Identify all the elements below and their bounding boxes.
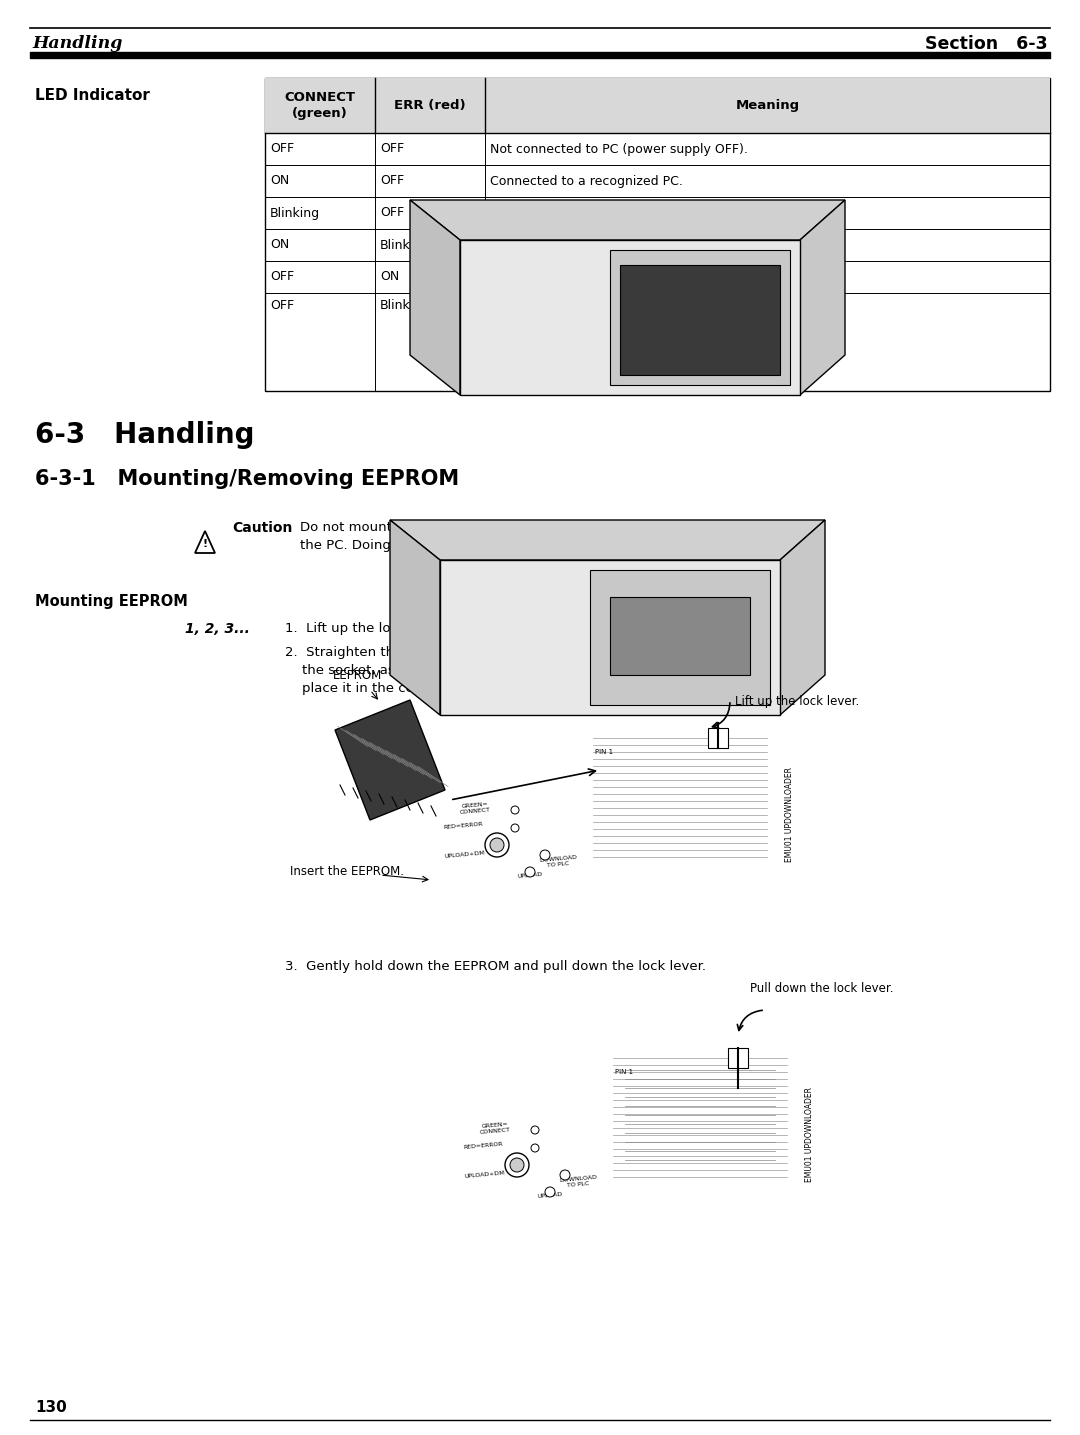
- Text: Handling: Handling: [32, 36, 122, 53]
- Text: Pull down the lock lever.: Pull down the lock lever.: [750, 982, 893, 994]
- Text: One of the following errors has occurred:
An unrecognized PC is connected.
An EE: One of the following errors has occurred…: [490, 298, 798, 387]
- Bar: [265, 77, 1050, 390]
- Text: Blinking: Blinking: [270, 207, 320, 220]
- Text: PIN 1: PIN 1: [615, 1069, 633, 1075]
- Polygon shape: [460, 240, 800, 395]
- Text: Host link communications error, retry by user.: Host link communications error, retry by…: [490, 238, 778, 251]
- Text: Section   6-3: Section 6-3: [926, 34, 1048, 53]
- Circle shape: [490, 838, 504, 852]
- Text: Blinking: Blinking: [380, 238, 430, 251]
- Text: Not connected to PC (power supply OFF).: Not connected to PC (power supply OFF).: [490, 142, 747, 155]
- Polygon shape: [410, 199, 845, 240]
- Bar: [708, 728, 728, 748]
- Text: Connected to a recognized PC.: Connected to a recognized PC.: [490, 175, 683, 188]
- Circle shape: [510, 1158, 524, 1172]
- Text: OFF: OFF: [270, 298, 294, 311]
- Text: Mounting EEPROM: Mounting EEPROM: [35, 594, 188, 608]
- Text: 1.  Lift up the lock lever.: 1. Lift up the lock lever.: [285, 621, 446, 636]
- Circle shape: [545, 1187, 555, 1197]
- Text: PIN 1: PIN 1: [595, 749, 613, 755]
- Text: 6-3   Handling: 6-3 Handling: [35, 420, 255, 449]
- Text: OFF: OFF: [380, 207, 404, 220]
- Polygon shape: [390, 519, 825, 560]
- Text: ON: ON: [380, 271, 400, 284]
- Polygon shape: [620, 265, 780, 375]
- Text: Meaning: Meaning: [735, 99, 799, 112]
- Text: 6-3-1   Mounting/Removing EEPROM: 6-3-1 Mounting/Removing EEPROM: [35, 469, 459, 489]
- Text: OFF: OFF: [270, 142, 294, 155]
- Text: UPLOAD: UPLOAD: [537, 1191, 563, 1198]
- Polygon shape: [390, 519, 440, 715]
- Polygon shape: [335, 700, 445, 819]
- Polygon shape: [780, 519, 825, 715]
- Text: EEPROM: EEPROM: [334, 669, 382, 682]
- Text: Insert the EEPROM.: Insert the EEPROM.: [291, 865, 404, 878]
- Polygon shape: [410, 199, 460, 395]
- Text: !: !: [202, 540, 207, 550]
- Text: RED=ERROR: RED=ERROR: [463, 1142, 503, 1151]
- Text: Caution: Caution: [232, 521, 293, 535]
- Circle shape: [540, 850, 550, 860]
- Text: Uploading/downloading data.: Uploading/downloading data.: [490, 207, 674, 220]
- Text: OFF: OFF: [270, 271, 294, 284]
- Text: Do not mount or remove the EEPROM with the CPM1-EMU01-V1 connected to
the PC. Do: Do not mount or remove the EEPROM with t…: [300, 521, 815, 552]
- Polygon shape: [195, 531, 215, 552]
- Text: UPLOAD+DM: UPLOAD+DM: [445, 851, 486, 860]
- Circle shape: [531, 1144, 539, 1152]
- Text: EMU01 UPDOWNLOADER: EMU01 UPDOWNLOADER: [785, 768, 795, 862]
- Text: LED Indicator: LED Indicator: [35, 88, 150, 103]
- Circle shape: [511, 824, 519, 832]
- Text: OFF: OFF: [380, 175, 404, 188]
- Circle shape: [525, 867, 535, 877]
- Text: GREEN=
CONNECT: GREEN= CONNECT: [480, 1121, 511, 1135]
- Polygon shape: [610, 597, 750, 674]
- Bar: [265, 77, 1050, 133]
- Text: 3.  Gently hold down the EEPROM and pull down the lock lever.: 3. Gently hold down the EEPROM and pull …: [285, 960, 706, 973]
- Text: CONNECT
(green): CONNECT (green): [284, 90, 355, 121]
- Circle shape: [511, 806, 519, 814]
- Polygon shape: [440, 560, 780, 715]
- Text: 2.  Straighten the pins on the EEPROM, line up with the socket and lower into
  : 2. Straighten the pins on the EEPROM, li…: [285, 646, 801, 695]
- Text: 1, 2, 3...: 1, 2, 3...: [185, 621, 249, 636]
- Text: ERR (red): ERR (red): [394, 99, 465, 112]
- Text: PC model and EEPROM data not compatible.: PC model and EEPROM data not compatible.: [490, 271, 768, 284]
- Circle shape: [561, 1170, 570, 1180]
- Circle shape: [531, 1126, 539, 1134]
- Polygon shape: [800, 199, 845, 395]
- Text: DOWNLOAD
TO PLC: DOWNLOAD TO PLC: [539, 855, 578, 870]
- Text: RED=ERROR: RED=ERROR: [443, 822, 483, 831]
- Polygon shape: [590, 570, 770, 705]
- Text: GREEN=
CONNECT: GREEN= CONNECT: [459, 801, 491, 815]
- Text: EMU01 UPDOWNLOADER: EMU01 UPDOWNLOADER: [806, 1088, 814, 1182]
- Text: DOWNLOAD
TO PLC: DOWNLOAD TO PLC: [558, 1175, 597, 1190]
- Text: UPLOAD+DM: UPLOAD+DM: [464, 1171, 505, 1180]
- Circle shape: [485, 832, 509, 857]
- Text: UPLOAD: UPLOAD: [517, 871, 543, 878]
- Text: 130: 130: [35, 1401, 67, 1415]
- Bar: [728, 1048, 748, 1068]
- Text: ON: ON: [270, 238, 289, 251]
- Text: Blinking: Blinking: [380, 298, 430, 311]
- Polygon shape: [610, 250, 789, 385]
- Text: OFF: OFF: [380, 142, 404, 155]
- Text: Lift up the lock lever.: Lift up the lock lever.: [735, 695, 860, 707]
- Circle shape: [505, 1152, 529, 1177]
- Text: ON: ON: [270, 175, 289, 188]
